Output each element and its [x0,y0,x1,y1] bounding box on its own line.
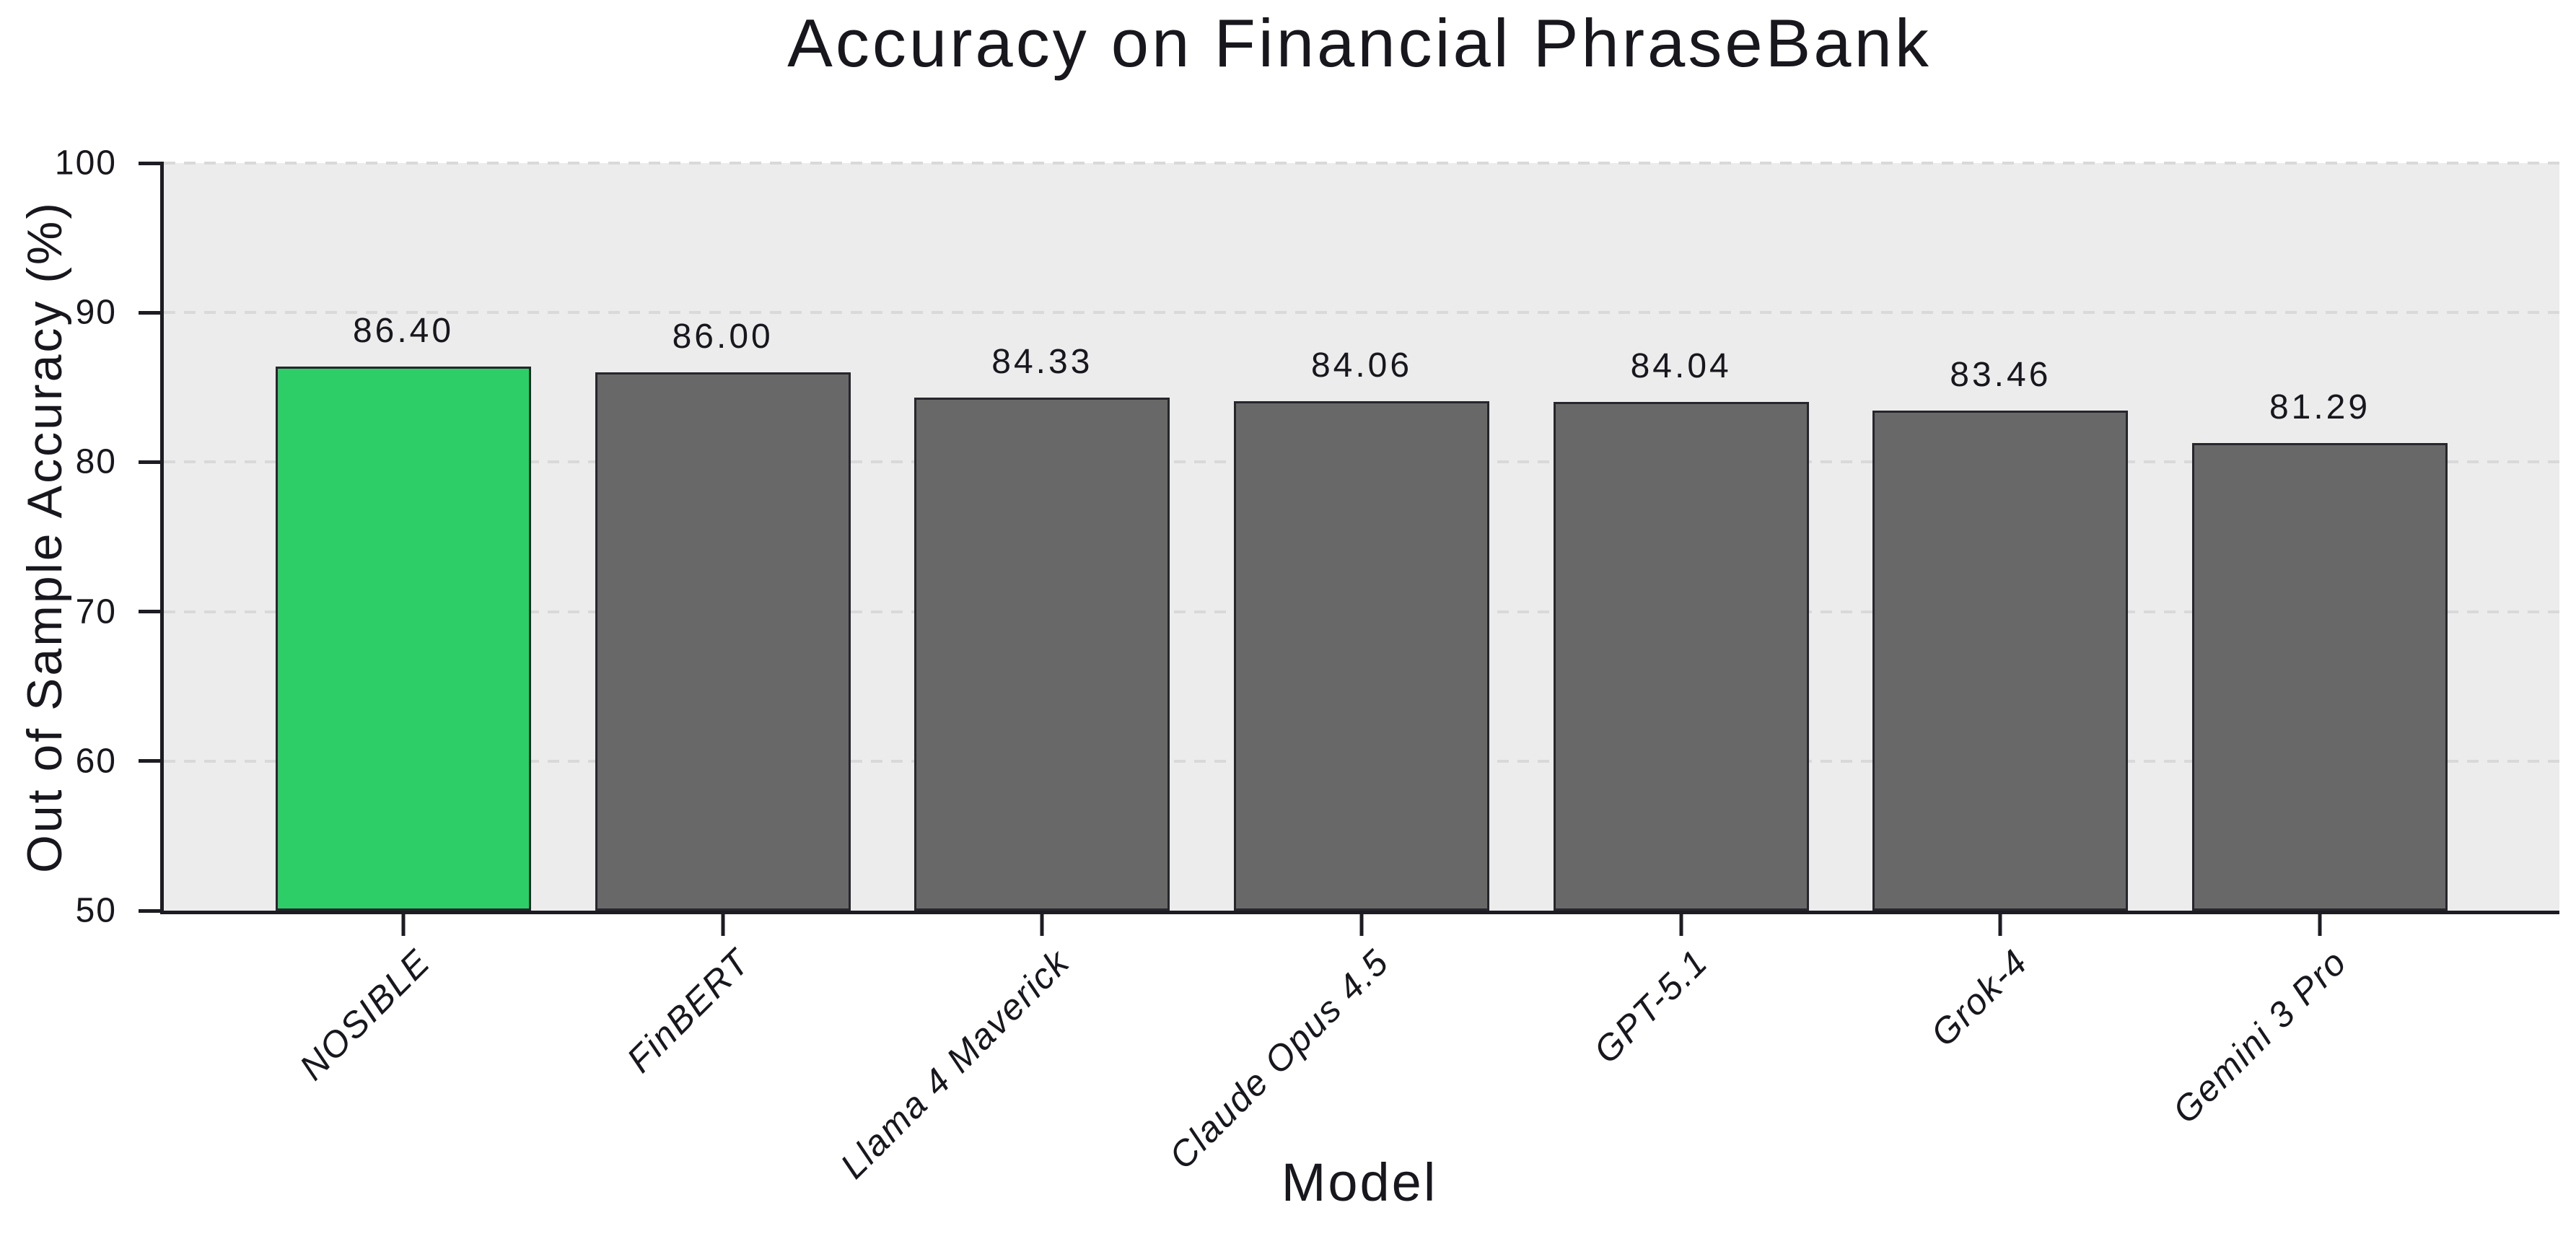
x-tick-label-finbert: FinBERT [618,941,758,1080]
bar-gpt-5-1 [1553,401,1809,911]
x-tick-mark-3 [1040,911,1044,936]
y-tick-mark-60 [139,759,164,763]
x-tick-mark-2 [721,911,725,936]
x-tick-mark-1 [401,911,406,936]
bar-nosible [275,366,532,911]
bar-finbert [595,372,851,911]
x-tick-label-gemini-3-pro: Gemini 3 Pro [2165,941,2355,1131]
x-axis-label: Model [1281,1152,1438,1212]
y-tick-label-60: 60 [75,742,117,781]
y-tick-mark-80 [139,460,164,464]
bar-value-label: 81.29 [2269,387,2371,426]
bar-llama-4-maverick [914,397,1170,911]
gridline-y-90 [164,311,2559,315]
plot-area: 50 60 70 80 90 100 86.40 NOSIBLE 86.00 FinBERT 84.… [55,144,2559,1186]
x-tick-mark-7 [2318,911,2322,936]
chart-title: Accuracy on Financial PhraseBank [787,5,1932,81]
bar-claude-opus-4-5 [1233,401,1490,911]
x-tick-label-grok-4: Grok-4 [1922,941,2036,1054]
y-tick-mark-70 [139,610,164,614]
y-tick-mark-50 [139,908,164,913]
y-tick-label-80: 80 [75,442,117,481]
bar-value-label: 86.40 [352,311,455,350]
y-tick-label-70: 70 [75,592,117,631]
y-tick-label-100: 100 [54,144,117,183]
x-tick-mark-5 [1679,911,1683,936]
y-tick-label-50: 50 [75,891,117,930]
x-tick-label-llama-4-maverick: Llama 4 Maverick [832,941,1077,1186]
y-tick-mark-100 [139,161,164,165]
bar-value-label: 86.00 [672,317,774,356]
bar-gemini-3-pro [2191,442,2448,911]
bar-grok-4 [1872,410,2129,911]
y-tick-label-90: 90 [75,293,117,332]
bar-value-label: 84.33 [991,342,1093,381]
bar-value-label: 84.06 [1310,346,1413,385]
x-tick-label-claude-opus-4-5: Claude Opus 4.5 [1161,941,1397,1177]
x-tick-mark-4 [1359,911,1364,936]
x-tick-label-nosible: NOSIBLE [292,941,439,1088]
bar-value-label: 83.46 [1950,355,2051,394]
x-tick-label-gpt-5-1: GPT-5.1 [1586,941,1716,1072]
x-tick-mark-6 [1998,911,2002,936]
bar-value-label: 84.04 [1630,346,1732,385]
y-tick-mark-90 [139,310,164,315]
gridline-y-100 [164,162,2559,165]
